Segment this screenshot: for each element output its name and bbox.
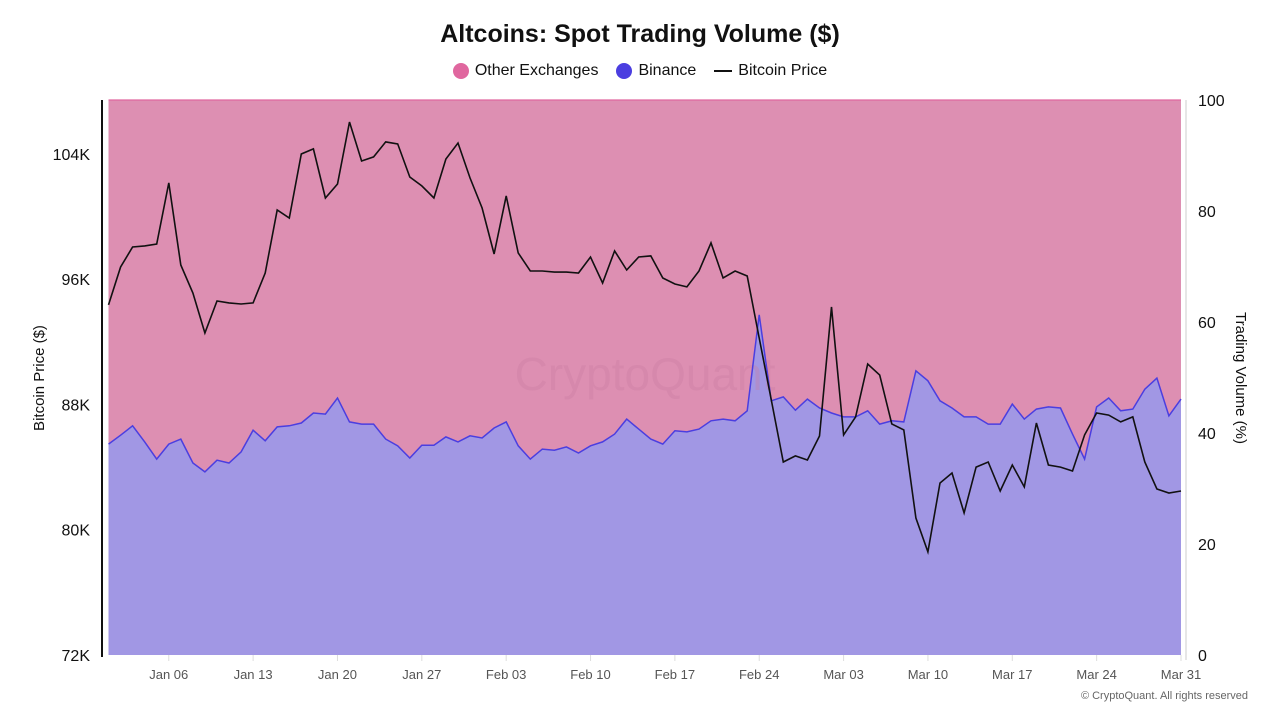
right-axis-label: Trading Volume (%) bbox=[1232, 312, 1249, 444]
x-tick-label: Feb 10 bbox=[570, 667, 610, 682]
right-tick-label: 40 bbox=[1198, 426, 1216, 443]
right-tick-label: 60 bbox=[1198, 315, 1216, 332]
x-tick-label: Feb 24 bbox=[739, 667, 779, 682]
right-tick-label: 100 bbox=[1198, 93, 1225, 110]
right-tick-label: 0 bbox=[1198, 648, 1207, 665]
other-exchanges-area bbox=[108, 100, 1181, 472]
copyright-footer: © CryptoQuant. All rights reserved bbox=[1080, 690, 1248, 702]
bitcoin-price-line bbox=[107, 121, 1182, 556]
x-tick-label: Jan 20 bbox=[318, 667, 357, 682]
legend-label: Binance bbox=[638, 62, 697, 79]
x-tick-label: Mar 10 bbox=[908, 667, 948, 682]
x-tick-label: Mar 03 bbox=[823, 667, 863, 682]
legend-item-binance[interactable]: Binance bbox=[616, 62, 696, 80]
x-tick-label: Mar 31 bbox=[1161, 667, 1201, 682]
x-tick-label: Jan 06 bbox=[149, 667, 188, 682]
left-tick-label: 80K bbox=[62, 523, 91, 540]
legend-line-icon bbox=[714, 70, 733, 72]
legend-dot-icon bbox=[616, 63, 633, 79]
legend-label: Bitcoin Price bbox=[738, 62, 828, 79]
x-tick-label: Jan 27 bbox=[402, 667, 441, 682]
left-tick-label: 104K bbox=[53, 147, 91, 164]
right-tick-label: 20 bbox=[1198, 537, 1216, 554]
chart-title: Altcoins: Spot Trading Volume ($) bbox=[440, 20, 840, 48]
x-tick-label: Mar 17 bbox=[992, 667, 1032, 682]
x-tick-label: Jan 13 bbox=[234, 667, 273, 682]
legend-item-other-exchanges[interactable]: Other Exchanges bbox=[452, 62, 599, 80]
legend-item-bitcoin-price[interactable]: Bitcoin Price bbox=[714, 62, 827, 80]
legend: Other Exchanges Binance Bitcoin Price bbox=[0, 62, 1280, 80]
binance-area bbox=[108, 314, 1181, 655]
left-tick-label: 88K bbox=[62, 397, 91, 414]
left-tick-label: 72K bbox=[62, 648, 91, 665]
right-tick-label: 80 bbox=[1198, 204, 1216, 221]
left-axis-label: Bitcoin Price ($) bbox=[31, 325, 48, 431]
legend-dot-icon bbox=[452, 63, 469, 79]
binance-line bbox=[108, 314, 1182, 473]
x-tick-label: Feb 03 bbox=[486, 667, 526, 682]
legend-label: Other Exchanges bbox=[474, 62, 599, 79]
watermark: CryptoQuant bbox=[515, 348, 776, 400]
x-tick-label: Mar 24 bbox=[1076, 667, 1116, 682]
x-tick-label: Feb 17 bbox=[655, 667, 695, 682]
left-tick-label: 96K bbox=[62, 272, 91, 289]
